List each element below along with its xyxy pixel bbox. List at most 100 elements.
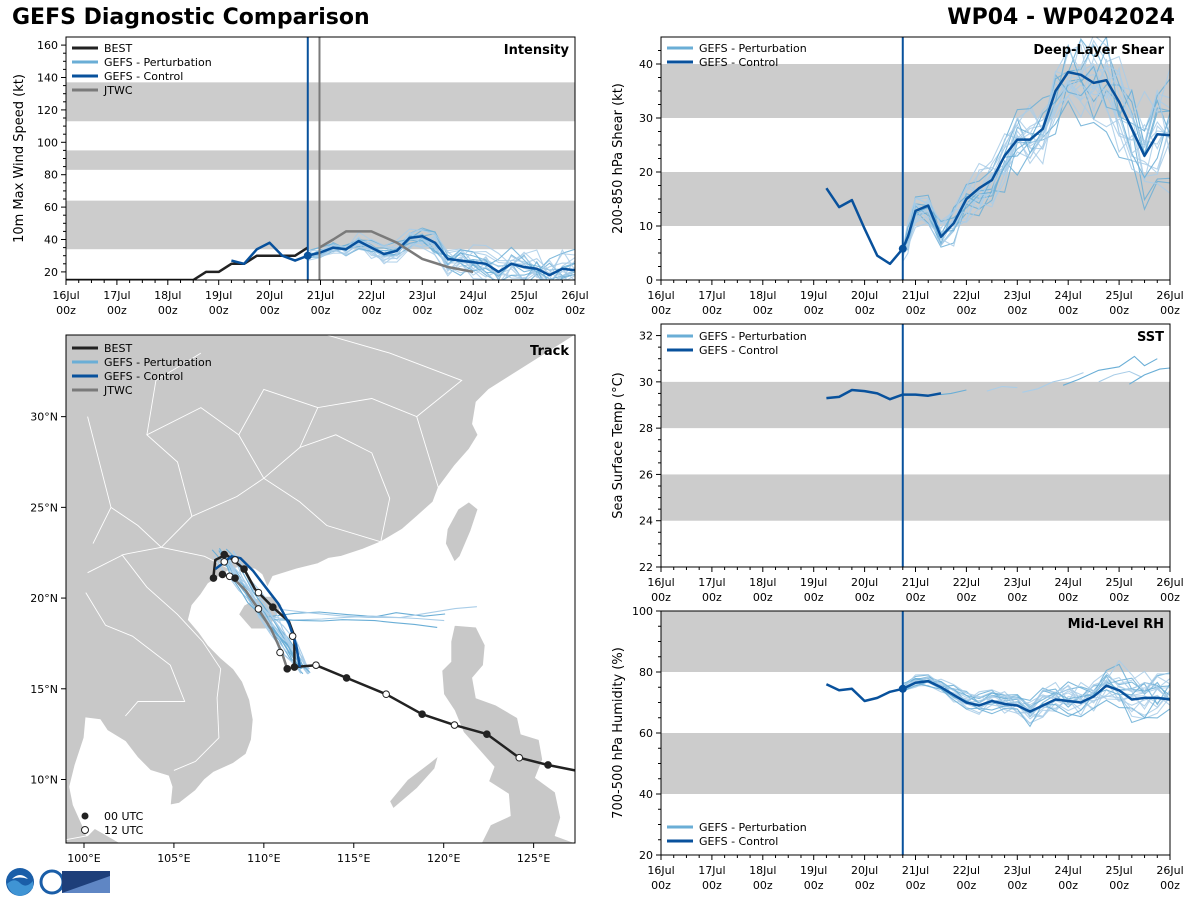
x-tick-label-hour: 00z: [1109, 591, 1129, 604]
x-tick-label-hour: 00z: [804, 879, 824, 892]
x-tick-label-hour: 00z: [1160, 879, 1180, 892]
lon-tick-label: 100°E: [67, 852, 100, 865]
legend-perturbation-label: GEFS - Perturbation: [699, 330, 807, 343]
perturbation-member-line: [307, 231, 575, 280]
x-tick-label-date: 21Jul: [902, 864, 929, 877]
x-tick-label-hour: 00z: [651, 879, 671, 892]
x-tick-label-date: 26Jul: [561, 289, 588, 302]
admin-border: [299, 398, 439, 488]
perturbation-member-line: [307, 237, 545, 280]
track-marker-12utc: [220, 557, 229, 566]
admin-border: [326, 335, 463, 417]
x-tick-label-date: 25Jul: [510, 289, 537, 302]
x-tick-label-hour: 00z: [565, 304, 585, 317]
x-tick-label-date: 20Jul: [851, 864, 878, 877]
y-tick-label: 160: [37, 39, 58, 52]
x-tick-label-hour: 00z: [957, 879, 977, 892]
lat-tick-label: 25°N: [30, 501, 58, 514]
panel-sst: 16Jul 00z 17Jul 00z 18Jul 00z 19Jul 00z 20Jul 00z…: [611, 323, 1184, 604]
y-tick-label: 60: [44, 201, 58, 214]
x-tick-label-date: 21Jul: [902, 576, 929, 589]
lon-tick-label: 115°E: [337, 852, 370, 865]
x-tick-label-date: 18Jul: [749, 576, 776, 589]
perturbation-member-line: [1098, 370, 1143, 383]
y-axis-label: Sea Surface Temp (°C): [611, 372, 626, 519]
noaa-logo-wave: [7, 880, 33, 896]
panel-title: Intensity: [504, 43, 570, 58]
y-tick-label: 140: [37, 72, 58, 85]
y-axis-label: 200-850 hPa Shear (kt): [611, 83, 626, 234]
perturbation-track-line: [280, 606, 477, 670]
track-marker-00utc: [290, 663, 299, 671]
track-marker-12utc: [288, 632, 297, 640]
legend-12utc-label: 12 UTC: [104, 824, 144, 837]
x-tick-label-hour: 00z: [1109, 304, 1129, 317]
perturbation-track-line: [221, 554, 301, 673]
x-tick-label-hour: 00z: [1007, 591, 1027, 604]
legend-control-label: GEFS - Control: [699, 835, 778, 848]
panel-plot-area: [661, 324, 1170, 567]
x-tick-label-hour: 00z: [855, 304, 875, 317]
admin-border: [146, 352, 202, 435]
admin-border: [87, 416, 112, 544]
x-tick-label-date: 26Jul: [1156, 864, 1183, 877]
x-tick-label-date: 22Jul: [953, 576, 980, 589]
x-tick-label-date: 17Jul: [103, 289, 130, 302]
track-marker-00utc: [418, 710, 426, 718]
admin-border: [87, 546, 162, 574]
x-tick-label-date: 18Jul: [749, 289, 776, 302]
y-tick-label: 40: [639, 788, 653, 801]
panel-rh: 16Jul 00z 17Jul 00z 18Jul 00z 19Jul 00z 20Jul 00z…: [611, 605, 1184, 892]
perturbation-member-line: [902, 681, 1170, 728]
track-marker-12utc: [254, 605, 263, 613]
x-tick-label-hour: 00z: [412, 304, 432, 317]
x-tick-label-hour: 00z: [702, 591, 722, 604]
x-tick-label-date: 23Jul: [1004, 864, 1031, 877]
x-tick-label-date: 18Jul: [749, 864, 776, 877]
panel-intensity: 16Jul 00z 17Jul 00z 18Jul 00z 19Jul 00z 20Jul 00z…: [12, 36, 589, 317]
threshold-band: [661, 381, 1170, 429]
control-series-line: [825, 679, 1170, 713]
track-marker-00utc: [240, 565, 248, 573]
x-tick-label-hour: 00z: [311, 304, 331, 317]
threshold-band: [66, 82, 575, 122]
legend-perturbation-label: GEFS - Perturbation: [699, 42, 807, 55]
legend-perturbation-label: GEFS - Perturbation: [104, 356, 212, 369]
x-tick-label-date: 23Jul: [1004, 576, 1031, 589]
figure-title: GEFS Diagnostic Comparison: [12, 5, 370, 30]
y-axis-label: 10m Max Wind Speed (kt): [12, 74, 27, 243]
x-tick-label-hour: 00z: [158, 304, 178, 317]
noaa-logo-gull: [12, 875, 28, 879]
lon-tick-label: 125°E: [517, 852, 550, 865]
admin-border: [238, 388, 318, 436]
x-tick-label-hour: 00z: [463, 304, 483, 317]
perturbation-member-line: [1062, 355, 1158, 386]
jtwc-series-line: [318, 230, 474, 274]
y-tick-label: 40: [639, 58, 653, 71]
track-marker-12utc: [382, 690, 390, 699]
y-tick-label: 28: [639, 422, 653, 435]
track-marker-00utc: [231, 574, 239, 582]
x-tick-label-date: 25Jul: [1105, 289, 1132, 302]
x-tick-label-hour: 00z: [1058, 304, 1078, 317]
panel-frame: [660, 323, 1171, 568]
x-tick-label-date: 22Jul: [953, 289, 980, 302]
admin-border: [110, 507, 162, 548]
perturbation-member-line: [986, 385, 1018, 392]
track-marker-12utc: [450, 721, 459, 729]
x-tick-label-date: 22Jul: [358, 289, 385, 302]
legend-jtwc-label: JTWC: [103, 384, 133, 397]
x-tick-label-hour: 00z: [957, 591, 977, 604]
perturbation-member-line: [902, 670, 1170, 714]
track-marker-12utc: [254, 588, 263, 597]
y-tick-label: 22: [639, 561, 653, 574]
x-tick-label-date: 19Jul: [800, 864, 827, 877]
x-tick-label-hour: 00z: [1058, 591, 1078, 604]
x-tick-label-hour: 00z: [107, 304, 127, 317]
perturbation-member-line: [1129, 367, 1170, 385]
y-tick-label: 100: [632, 605, 653, 618]
admin-border: [146, 407, 265, 517]
lat-tick-label: 10°N: [30, 774, 58, 787]
control-series-line: [825, 70, 1170, 266]
philippines: [441, 624, 575, 843]
